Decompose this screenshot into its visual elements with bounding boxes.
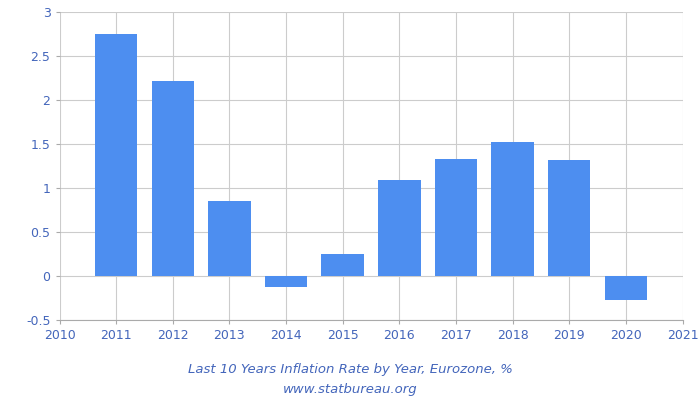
Bar	[435, 159, 477, 276]
Bar	[208, 201, 251, 276]
Bar	[95, 34, 137, 276]
Bar	[151, 81, 194, 276]
Text: Last 10 Years Inflation Rate by Year, Eurozone, %: Last 10 Years Inflation Rate by Year, Eu…	[188, 364, 512, 376]
Bar	[491, 142, 534, 276]
Bar	[321, 254, 364, 276]
Bar	[605, 276, 647, 300]
Text: www.statbureau.org: www.statbureau.org	[283, 384, 417, 396]
Bar	[265, 276, 307, 286]
Bar	[548, 160, 591, 276]
Bar	[378, 180, 421, 276]
